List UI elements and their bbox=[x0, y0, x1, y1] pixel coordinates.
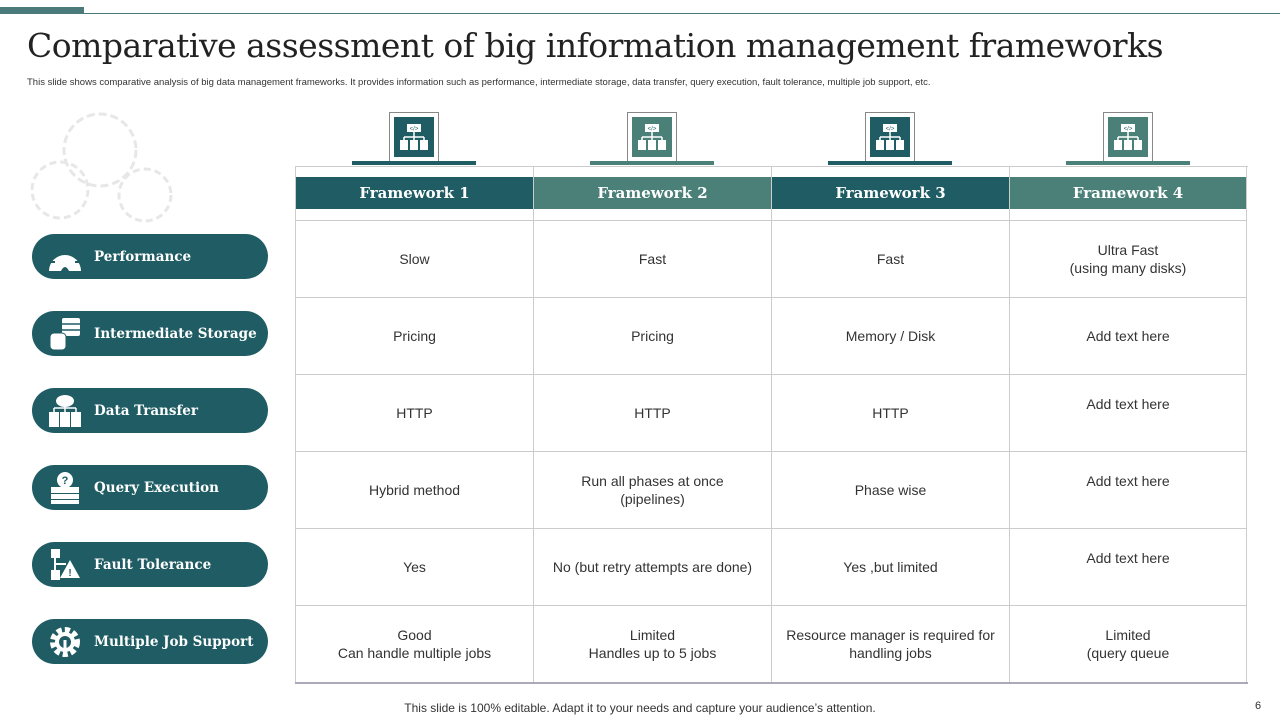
table-cell: Add text here bbox=[1010, 374, 1246, 451]
svg-text:</>: </> bbox=[410, 127, 419, 133]
table-cell: Add text here bbox=[1010, 528, 1246, 605]
gear-wrench-icon bbox=[47, 624, 83, 660]
svg-text:</>: </> bbox=[886, 127, 895, 133]
table-cell: Memory / Disk bbox=[772, 297, 1009, 374]
table-cell: Limited Handles up to 5 jobs bbox=[534, 605, 771, 682]
svg-text:</>: </> bbox=[1124, 127, 1133, 133]
row-label-text: Intermediate Storage bbox=[94, 325, 257, 342]
table-cell: Resource manager is required for handlin… bbox=[772, 605, 1009, 682]
table-cell: Hybrid method bbox=[296, 451, 533, 528]
row-label-text: Multiple Job Support bbox=[94, 633, 254, 650]
svg-text:</>: </> bbox=[648, 127, 657, 133]
comparison-table: Framework 1 Slow Pricing HTTP Hybrid method Y… bbox=[295, 166, 1248, 684]
column-header: Framework 3 bbox=[772, 177, 1009, 209]
framework-icon-frame: </> bbox=[389, 112, 439, 162]
table-cell: Add text here bbox=[1010, 297, 1246, 374]
svg-text:!: ! bbox=[68, 568, 71, 579]
divider bbox=[84, 13, 1280, 14]
database-icon bbox=[47, 316, 83, 352]
page-title: Comparative assessment of big informatio… bbox=[27, 26, 1164, 65]
row-label-data-transfer: Data Transfer bbox=[32, 388, 268, 433]
page-number: 6 bbox=[1255, 700, 1262, 712]
framework-column: Framework 2 Fast Pricing HTTP Run all phases… bbox=[533, 167, 771, 682]
svg-text:?: ? bbox=[62, 475, 69, 487]
cloud-network-icon bbox=[47, 393, 83, 429]
footer-note: This slide is 100% editable. Adapt it to… bbox=[404, 701, 876, 715]
sitemap-code-icon: </> bbox=[394, 117, 434, 157]
column-header: Framework 4 bbox=[1010, 177, 1246, 209]
table-cell: Yes bbox=[296, 528, 533, 605]
server-question-icon: ? bbox=[47, 470, 83, 506]
row-label-text: Performance bbox=[94, 248, 192, 265]
framework-column: Framework 4 Ultra Fast (using many disks)… bbox=[1009, 167, 1247, 682]
table-cell: Run all phases at once (pipelines) bbox=[534, 451, 771, 528]
icon-base-bar bbox=[590, 161, 714, 165]
table-cell: Add text here bbox=[1010, 451, 1246, 528]
framework-column: Framework 3 Fast Memory / Disk HTTP Phase wi… bbox=[771, 167, 1009, 682]
row-label-query-execution: ? Query Execution bbox=[32, 465, 268, 510]
table-cell: Yes ,but limited bbox=[772, 528, 1009, 605]
table-cell: Fast bbox=[534, 220, 771, 297]
row-label-text: Fault Tolerance bbox=[94, 556, 212, 573]
row-label-multiple-job-support: Multiple Job Support bbox=[32, 619, 268, 664]
framework-icon-frame: </> bbox=[865, 112, 915, 162]
table-cell: No (but retry attempts are done) bbox=[534, 528, 771, 605]
row-label-fault-tolerance: ! Fault Tolerance bbox=[32, 542, 268, 587]
gears-icon bbox=[30, 112, 173, 223]
icon-base-bar bbox=[1066, 161, 1190, 165]
table-cell: Ultra Fast (using many disks) bbox=[1010, 220, 1246, 297]
row-label-text: Data Transfer bbox=[94, 402, 198, 419]
icon-base-bar bbox=[828, 161, 952, 165]
table-cell: Good Can handle multiple jobs bbox=[296, 605, 533, 682]
sitemap-code-icon: </> bbox=[632, 117, 672, 157]
flowchart-warning-icon: ! bbox=[47, 547, 83, 583]
table-cell: HTTP bbox=[772, 374, 1009, 451]
table-cell: Pricing bbox=[534, 297, 771, 374]
framework-icon-frame: </> bbox=[1103, 112, 1153, 162]
framework-icon-frame: </> bbox=[627, 112, 677, 162]
subtitle: This slide shows comparative analysis of… bbox=[27, 77, 931, 88]
icon-base-bar bbox=[352, 161, 476, 165]
column-header: Framework 1 bbox=[296, 177, 533, 209]
table-cell: Phase wise bbox=[772, 451, 1009, 528]
framework-column: Framework 1 Slow Pricing HTTP Hybrid method Y… bbox=[295, 167, 533, 682]
table-cell: Fast bbox=[772, 220, 1009, 297]
row-label-intermediate-storage: Intermediate Storage bbox=[32, 311, 268, 356]
sitemap-code-icon: </> bbox=[1108, 117, 1148, 157]
row-label-text: Query Execution bbox=[94, 479, 219, 496]
row-label-performance: Performance bbox=[32, 234, 268, 279]
column-header: Framework 2 bbox=[534, 177, 771, 209]
table-cell: HTTP bbox=[534, 374, 771, 451]
accent-bar bbox=[0, 7, 84, 14]
sitemap-code-icon: </> bbox=[870, 117, 910, 157]
gauge-icon bbox=[47, 239, 83, 275]
table-cell: HTTP bbox=[296, 374, 533, 451]
table-cell: Pricing bbox=[296, 297, 533, 374]
table-cell: Slow bbox=[296, 220, 533, 297]
table-cell: Limited (query queue bbox=[1010, 605, 1246, 682]
